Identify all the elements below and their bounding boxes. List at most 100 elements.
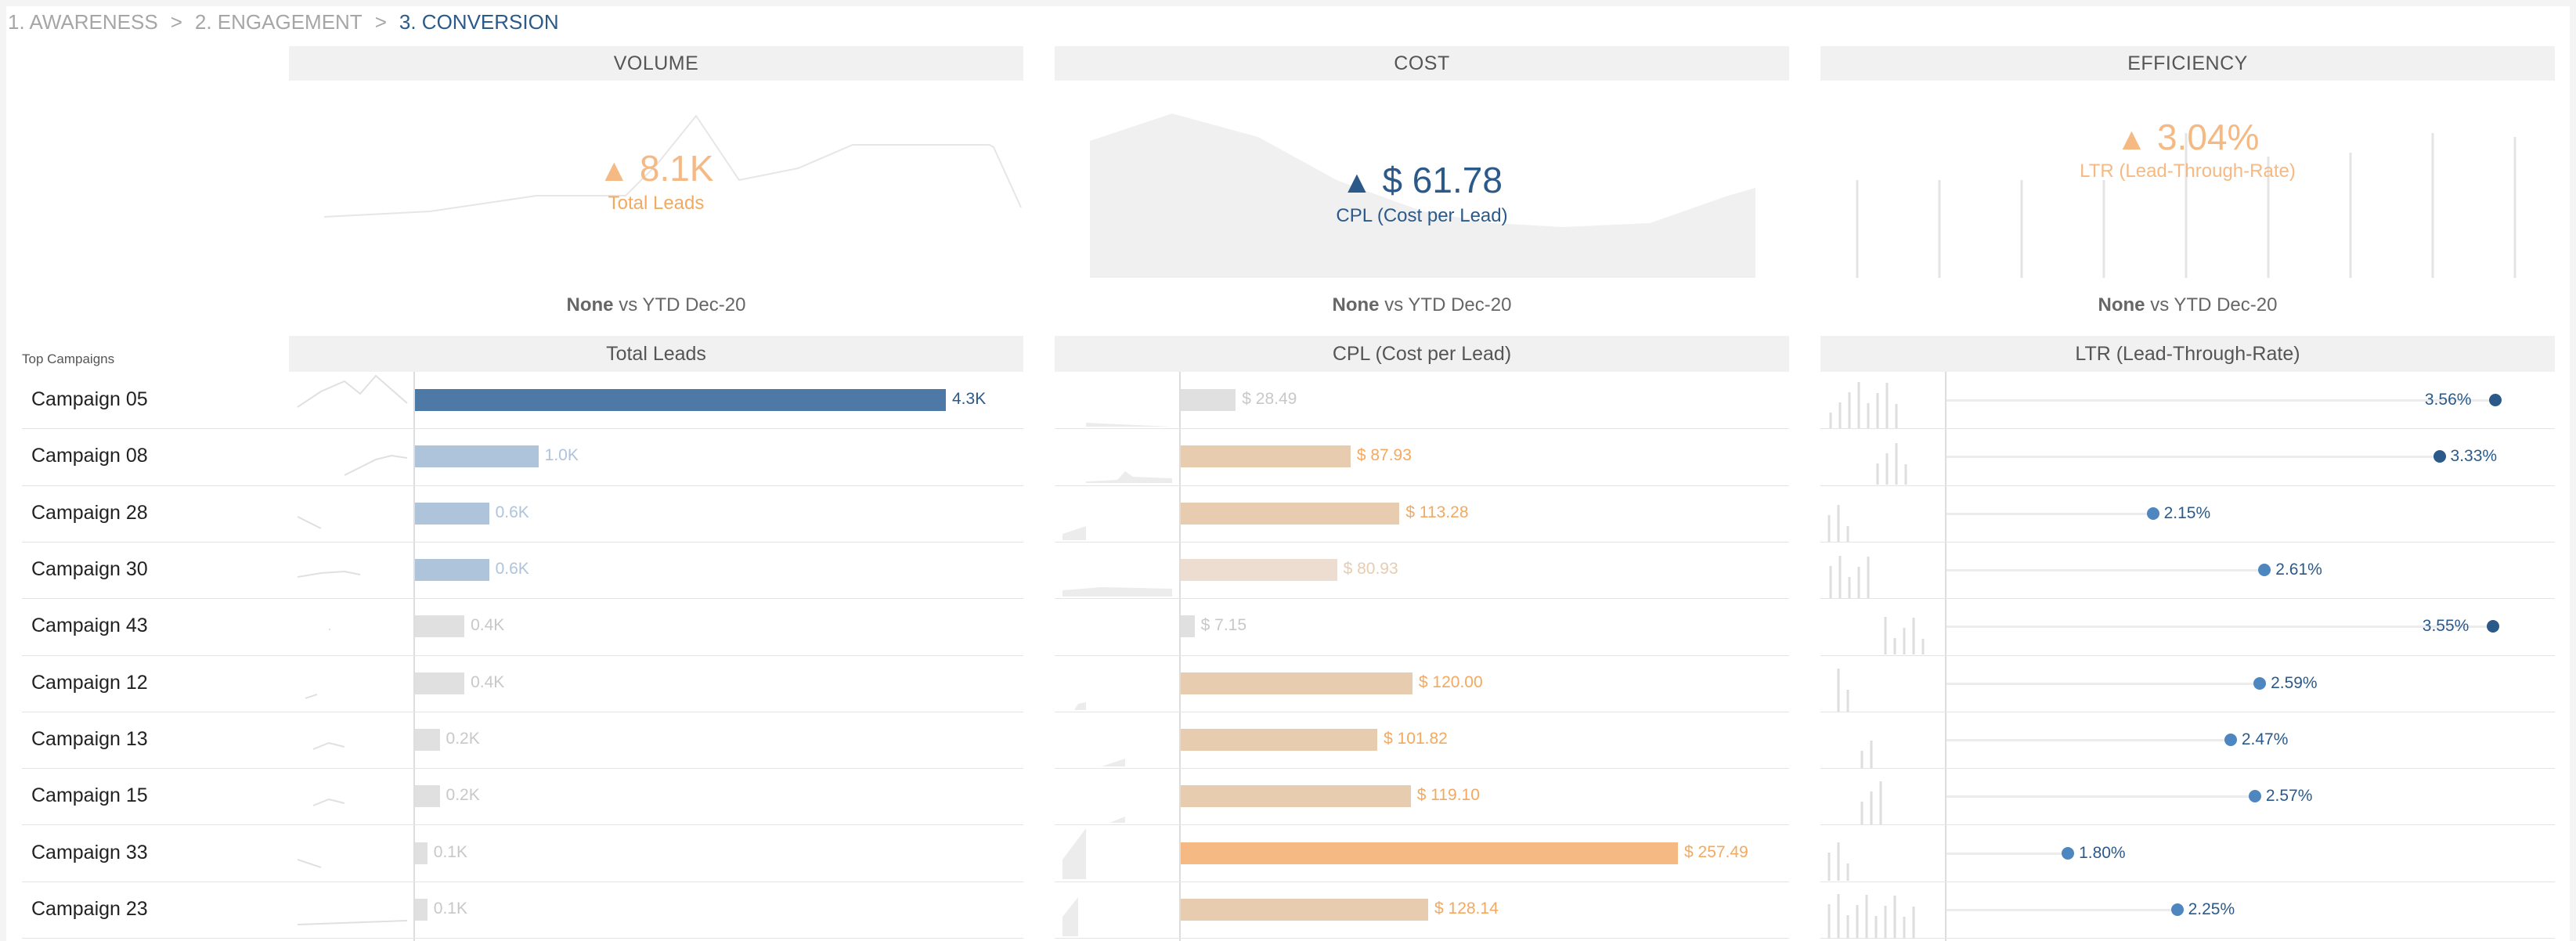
campaign-ltr-sparkline <box>1827 504 1849 542</box>
leads-bar[interactable] <box>415 842 428 864</box>
campaign-name[interactable]: Campaign 08 <box>31 445 148 467</box>
leads-bar[interactable] <box>415 502 489 525</box>
campaign-name[interactable]: Campaign 30 <box>31 558 148 581</box>
leads-bar[interactable] <box>415 445 539 468</box>
cpl-bar[interactable] <box>1181 898 1428 921</box>
leads-bar[interactable] <box>415 389 946 412</box>
ltr-dot[interactable] <box>2253 676 2267 690</box>
cost-trend-area <box>1090 114 1755 278</box>
cpl-bar-label: $ 119.10 <box>1416 786 1480 805</box>
campaign-name[interactable]: Campaign 12 <box>31 671 148 694</box>
campaign-name[interactable]: Campaign 28 <box>31 501 148 524</box>
cpl-bar[interactable] <box>1181 389 1236 412</box>
ltr-dot[interactable] <box>2486 620 2499 633</box>
cpl-bar[interactable] <box>1181 842 1678 864</box>
cpl-bar[interactable] <box>1181 559 1337 582</box>
cpl-bar[interactable] <box>1181 445 1351 468</box>
campaign-name[interactable]: Campaign 13 <box>31 727 148 750</box>
ltr-stem <box>1946 795 2255 799</box>
row-divider <box>1055 485 1789 486</box>
comparison-period: vs YTD Dec-20 <box>2145 294 2278 315</box>
ltr-label: 1.80% <box>2079 843 2126 862</box>
ltr-label: 3.33% <box>2450 447 2498 466</box>
ltr-dot[interactable] <box>2170 903 2184 916</box>
ltr-value: 3.04% <box>2156 117 2260 157</box>
leads-bar-label: 0.2K <box>446 729 480 748</box>
efficiency-trend-columns <box>1856 133 2516 278</box>
row-divider <box>1055 598 1789 600</box>
cpl-bar-label: $ 257.49 <box>1684 842 1748 861</box>
leads-bar-label: 0.6K <box>495 503 529 521</box>
campaign-leads-sparkline <box>297 570 361 578</box>
ltr-dot[interactable] <box>2224 733 2237 746</box>
cpl-bar[interactable] <box>1181 672 1412 694</box>
campaign-leads-sparkline <box>305 693 318 699</box>
cpl-bar-label: $ 87.93 <box>1356 446 1412 465</box>
row-divider <box>22 485 1023 486</box>
efficiency-comparison: None vs YTD Dec-20 <box>1820 294 2555 316</box>
cpl-axis-line <box>1179 372 1181 941</box>
campaign-name[interactable]: Campaign 23 <box>31 897 148 920</box>
campaign-name[interactable]: Campaign 05 <box>31 388 148 411</box>
campaign-cpl-sparkline <box>1063 828 1086 880</box>
ltr-stem <box>1946 399 2495 402</box>
comparison-value: None <box>1332 294 1380 315</box>
campaign-name[interactable]: Campaign 15 <box>31 784 148 807</box>
leads-bar-label: 1.0K <box>544 446 579 465</box>
comparison-period: vs YTD Dec-20 <box>613 294 746 315</box>
row-divider <box>1820 824 2555 826</box>
cpl-value: $ 61.78 <box>1382 160 1503 200</box>
row-divider <box>22 541 1023 543</box>
volume-comparison: None vs YTD Dec-20 <box>289 294 1023 316</box>
breadcrumb-conversion[interactable]: 3. CONVERSION <box>399 9 559 34</box>
ltr-label: 3.56% <box>2424 391 2472 409</box>
ltr-label: 2.25% <box>2188 900 2235 918</box>
leads-bar-label: 0.4K <box>471 616 505 635</box>
campaign-cpl-sparkline <box>1102 758 1125 766</box>
campaign-ltr-sparkline <box>1860 781 1882 825</box>
row-divider <box>1820 428 2555 430</box>
cpl-bar[interactable] <box>1181 615 1195 638</box>
ltr-stem <box>1946 626 2493 629</box>
row-divider <box>1820 654 2555 656</box>
cpl-label: CPL (Cost per Lead) <box>1336 205 1508 226</box>
leads-bar[interactable] <box>415 672 465 694</box>
section-header-ltr: LTR (Lead-Through-Rate) <box>1820 336 2555 372</box>
leads-bar-label: 0.6K <box>495 560 529 579</box>
campaign-name[interactable]: Campaign 33 <box>31 841 148 863</box>
ltr-dot[interactable] <box>2488 394 2502 407</box>
ltr-stem <box>1946 852 2069 855</box>
campaign-leads-sparkline <box>297 374 408 408</box>
leads-bar[interactable] <box>415 898 428 921</box>
cpl-bar[interactable] <box>1181 785 1411 808</box>
leads-bar[interactable] <box>415 728 440 751</box>
breadcrumb-separator: > <box>170 9 182 34</box>
kpi-header-efficiency: EFFICIENCY <box>1820 46 2555 81</box>
comparison-period: vs YTD Dec-20 <box>1379 294 1512 315</box>
cpl-bar-label: $ 101.82 <box>1384 729 1448 748</box>
leads-bar[interactable] <box>415 615 465 638</box>
cpl-bar[interactable] <box>1181 728 1378 751</box>
ltr-dot[interactable] <box>2258 564 2271 577</box>
comparison-value: None <box>566 294 614 315</box>
campaign-ltr-sparkline <box>1884 617 1925 655</box>
row-divider <box>1820 938 2555 939</box>
ltr-dot[interactable] <box>2062 846 2075 860</box>
leads-bar[interactable] <box>415 785 440 808</box>
ltr-label: 2.57% <box>2265 787 2313 806</box>
campaign-name[interactable]: Campaign 43 <box>31 615 148 637</box>
breadcrumb-engagement[interactable]: 2. ENGAGEMENT <box>194 9 363 34</box>
ltr-dot[interactable] <box>2146 507 2159 520</box>
breadcrumb-separator: > <box>374 9 387 34</box>
ltr-dot[interactable] <box>2433 450 2446 463</box>
breadcrumb-awareness[interactable]: 1. AWARENESS <box>8 9 158 34</box>
row-divider <box>22 654 1023 656</box>
cpl-bar[interactable] <box>1181 502 1400 525</box>
leads-bar[interactable] <box>415 559 489 582</box>
leads-bar-label: 0.1K <box>433 899 467 918</box>
row-divider <box>1820 541 2555 543</box>
leads-bar-label: 4.3K <box>952 390 987 409</box>
ltr-dot[interactable] <box>2248 790 2261 803</box>
campaign-ltr-sparkline <box>1876 443 1907 485</box>
